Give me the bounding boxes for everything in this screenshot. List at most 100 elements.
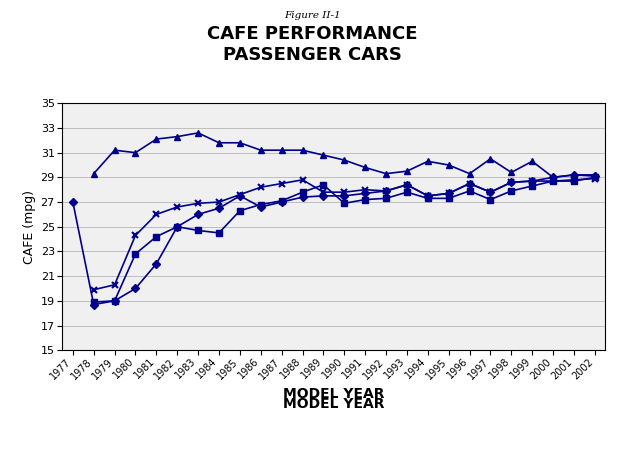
STANDARD [549,175,557,180]
STANDARD [529,178,536,184]
DOMESTIC [424,196,432,201]
DOMESTIC [236,208,243,213]
TOTAL FLEET [90,287,97,292]
IMPORT [570,172,578,177]
Line: DOMESTIC: DOMESTIC [91,175,598,305]
DOMESTIC [195,228,202,233]
IMPORT [257,147,265,153]
DOMESTIC [529,183,536,189]
STANDARD [90,302,97,307]
IMPORT [424,158,432,164]
IMPORT [90,171,97,176]
TOTAL FLEET [153,211,160,217]
DOMESTIC [341,201,348,206]
TOTAL FLEET [507,180,515,185]
STANDARD [299,194,306,200]
IMPORT [445,162,452,167]
Line: STANDARD: STANDARD [70,172,598,307]
DOMESTIC [215,230,223,236]
TOTAL FLEET [361,187,369,192]
STANDARD [383,188,390,194]
TOTAL FLEET [132,233,139,238]
STANDARD [591,173,598,179]
TOTAL FLEET [257,185,265,190]
IMPORT [361,165,369,170]
IMPORT [591,172,598,177]
TOTAL FLEET [278,181,285,186]
Line: IMPORT: IMPORT [90,129,598,181]
IMPORT [383,171,390,176]
TOTAL FLEET [570,177,578,182]
IMPORT [236,140,243,145]
TOTAL FLEET [173,204,181,210]
Text: MODEL YEAR: MODEL YEAR [283,397,384,411]
DOMESTIC [403,189,411,195]
IMPORT [153,136,160,142]
TOTAL FLEET [487,189,494,195]
IMPORT [278,147,285,153]
TOTAL FLEET [341,189,348,195]
TOTAL FLEET [195,201,202,206]
IMPORT [529,158,536,164]
DOMESTIC [299,189,306,195]
TOTAL FLEET [383,188,390,194]
STANDARD [403,182,411,188]
IMPORT [111,147,119,153]
DOMESTIC [90,299,97,305]
STANDARD [278,199,285,205]
DOMESTIC [319,182,327,188]
X-axis label: MODEL YEAR: MODEL YEAR [283,387,384,401]
STANDARD [507,180,515,185]
STANDARD [341,193,348,198]
IMPORT [319,152,327,158]
DOMESTIC [173,224,181,229]
STANDARD [319,193,327,198]
DOMESTIC [278,198,285,203]
Y-axis label: CAFE (mpg): CAFE (mpg) [23,190,36,264]
STANDARD [466,181,474,186]
DOMESTIC [257,202,265,207]
TOTAL FLEET [549,178,557,184]
TOTAL FLEET [424,193,432,198]
IMPORT [195,130,202,136]
TOTAL FLEET [215,199,223,205]
STANDARD [445,191,452,196]
Text: Figure II-1: Figure II-1 [284,11,340,20]
STANDARD [111,298,119,304]
DOMESTIC [466,188,474,194]
IMPORT [299,147,306,153]
STANDARD [487,189,494,195]
DOMESTIC [132,251,139,256]
IMPORT [341,157,348,163]
DOMESTIC [445,196,452,201]
IMPORT [173,134,181,139]
STANDARD [257,204,265,210]
TOTAL FLEET [445,191,452,196]
Line: TOTAL FLEET: TOTAL FLEET [90,175,598,293]
DOMESTIC [549,178,557,184]
STANDARD [424,193,432,198]
DOMESTIC [111,298,119,304]
DOMESTIC [570,178,578,184]
TOTAL FLEET [529,178,536,184]
DOMESTIC [487,197,494,202]
DOMESTIC [591,175,598,180]
IMPORT [549,175,557,180]
TOTAL FLEET [236,192,243,197]
TOTAL FLEET [466,181,474,186]
IMPORT [466,171,474,176]
Text: CAFE PERFORMANCE
PASSENGER CARS: CAFE PERFORMANCE PASSENGER CARS [207,25,417,64]
DOMESTIC [361,197,369,202]
TOTAL FLEET [591,176,598,181]
STANDARD [570,172,578,177]
IMPORT [507,170,515,175]
STANDARD [69,199,77,205]
IMPORT [487,156,494,162]
STANDARD [236,193,243,198]
DOMESTIC [507,188,515,194]
TOTAL FLEET [319,189,327,195]
STANDARD [215,206,223,211]
IMPORT [215,140,223,145]
STANDARD [153,261,160,266]
DOMESTIC [153,234,160,239]
